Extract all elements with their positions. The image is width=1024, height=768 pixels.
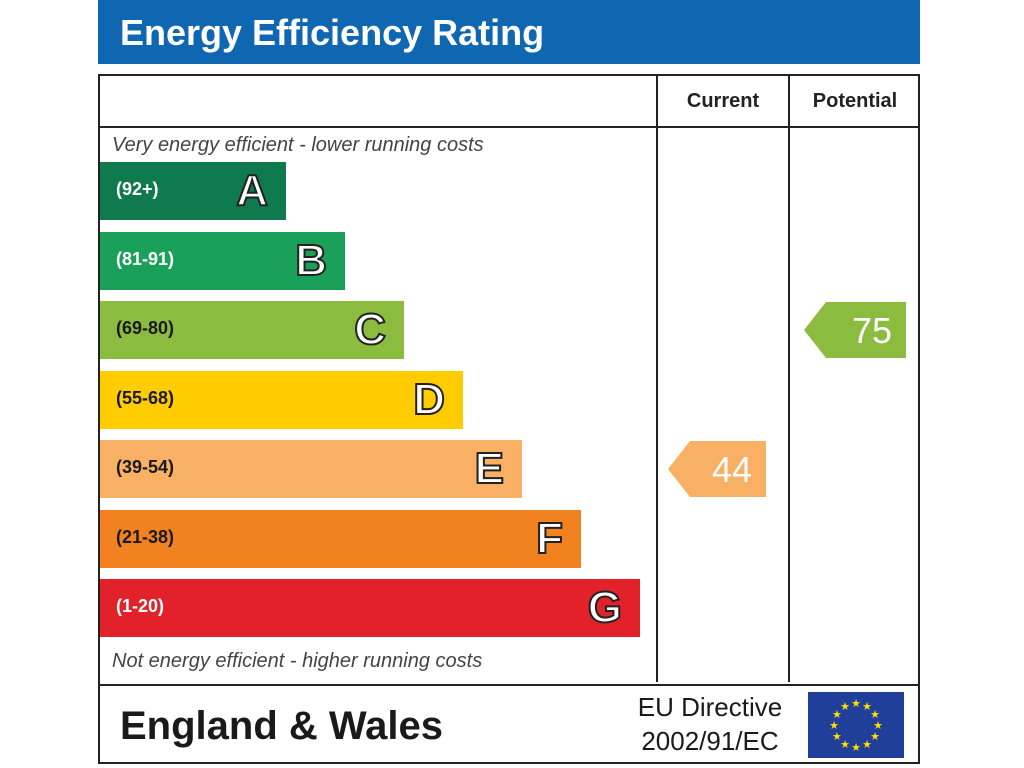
current-rating-value: 44 — [711, 449, 752, 490]
band-g: (1-20) G — [100, 579, 640, 637]
potential-rating-value: 75 — [851, 310, 892, 351]
band-letter-d: D — [412, 374, 446, 425]
eu-star-icon: ★ — [832, 731, 842, 743]
eu-star-icon: ★ — [870, 709, 880, 721]
current-rating-arrow: 44 — [668, 441, 766, 497]
eu-star-icon: ★ — [870, 731, 880, 743]
band-a: (92+) A — [100, 162, 286, 220]
potential-arrow-shape — [804, 302, 906, 358]
title-bar: Energy Efficiency Rating — [98, 0, 920, 64]
band-f: (21-38) F — [100, 509, 581, 568]
rating-frame: Current Potential Very energy efficient … — [98, 74, 920, 764]
header-divider — [100, 126, 918, 128]
potential-column-divider — [788, 76, 790, 682]
band-range-e: (39-54) — [116, 457, 175, 477]
chart-title: Energy Efficiency Rating — [120, 12, 545, 53]
eu-star-icon: ★ — [840, 701, 850, 713]
eu-star-icon: ★ — [862, 701, 872, 713]
band-d: (55-68) D — [100, 370, 463, 429]
current-arrow-shape — [668, 441, 766, 497]
eu-star-icon: ★ — [829, 720, 839, 732]
band-letter-g: G — [587, 582, 623, 633]
band-c: (69-80) C — [100, 301, 404, 359]
band-range-c: (69-80) — [116, 318, 175, 338]
eu-flag-icon: ★ ★ ★ ★ ★ ★ ★ ★ ★ ★ ★ ★ — [808, 692, 904, 758]
eu-star-icon: ★ — [851, 698, 861, 710]
eu-star-icon: ★ — [862, 739, 872, 751]
band-range-a: (92+) — [116, 179, 159, 199]
band-letter-b: B — [294, 235, 328, 286]
potential-column-header: Potential — [812, 90, 898, 112]
country-label: England & Wales — [120, 704, 444, 748]
eu-directive-line1: EU Directive — [637, 692, 783, 722]
band-b: (81-91) B — [100, 231, 345, 290]
potential-rating-arrow: 75 — [804, 302, 906, 358]
eu-star-icon: ★ — [851, 742, 861, 754]
band-range-d: (55-68) — [116, 387, 175, 408]
current-column-divider — [656, 76, 658, 682]
band-range-f: (21-38) — [116, 526, 175, 547]
bottom-note: Not energy efficient - higher running co… — [112, 650, 483, 672]
band-letter-e: E — [474, 443, 505, 494]
eu-star-icon: ★ — [832, 709, 842, 721]
band-range-b: (81-91) — [116, 248, 175, 269]
band-range-g: (1-20) — [116, 596, 165, 616]
eu-stars: ★ ★★★★★★★★★★★ — [829, 698, 883, 754]
band-letter-a: A — [235, 165, 269, 216]
current-column-header: Current — [686, 90, 760, 112]
band-letter-c: C — [353, 304, 387, 355]
top-note: Very energy efficient - lower running co… — [112, 134, 484, 156]
band-e: (39-54) E — [100, 440, 522, 498]
eu-star-icon: ★ — [840, 739, 850, 751]
band-letter-f: F — [535, 513, 564, 564]
eu-directive-line2: 2002/91/EC — [641, 726, 779, 756]
footer-divider — [100, 684, 918, 686]
eu-star-icon: ★ — [873, 720, 883, 732]
